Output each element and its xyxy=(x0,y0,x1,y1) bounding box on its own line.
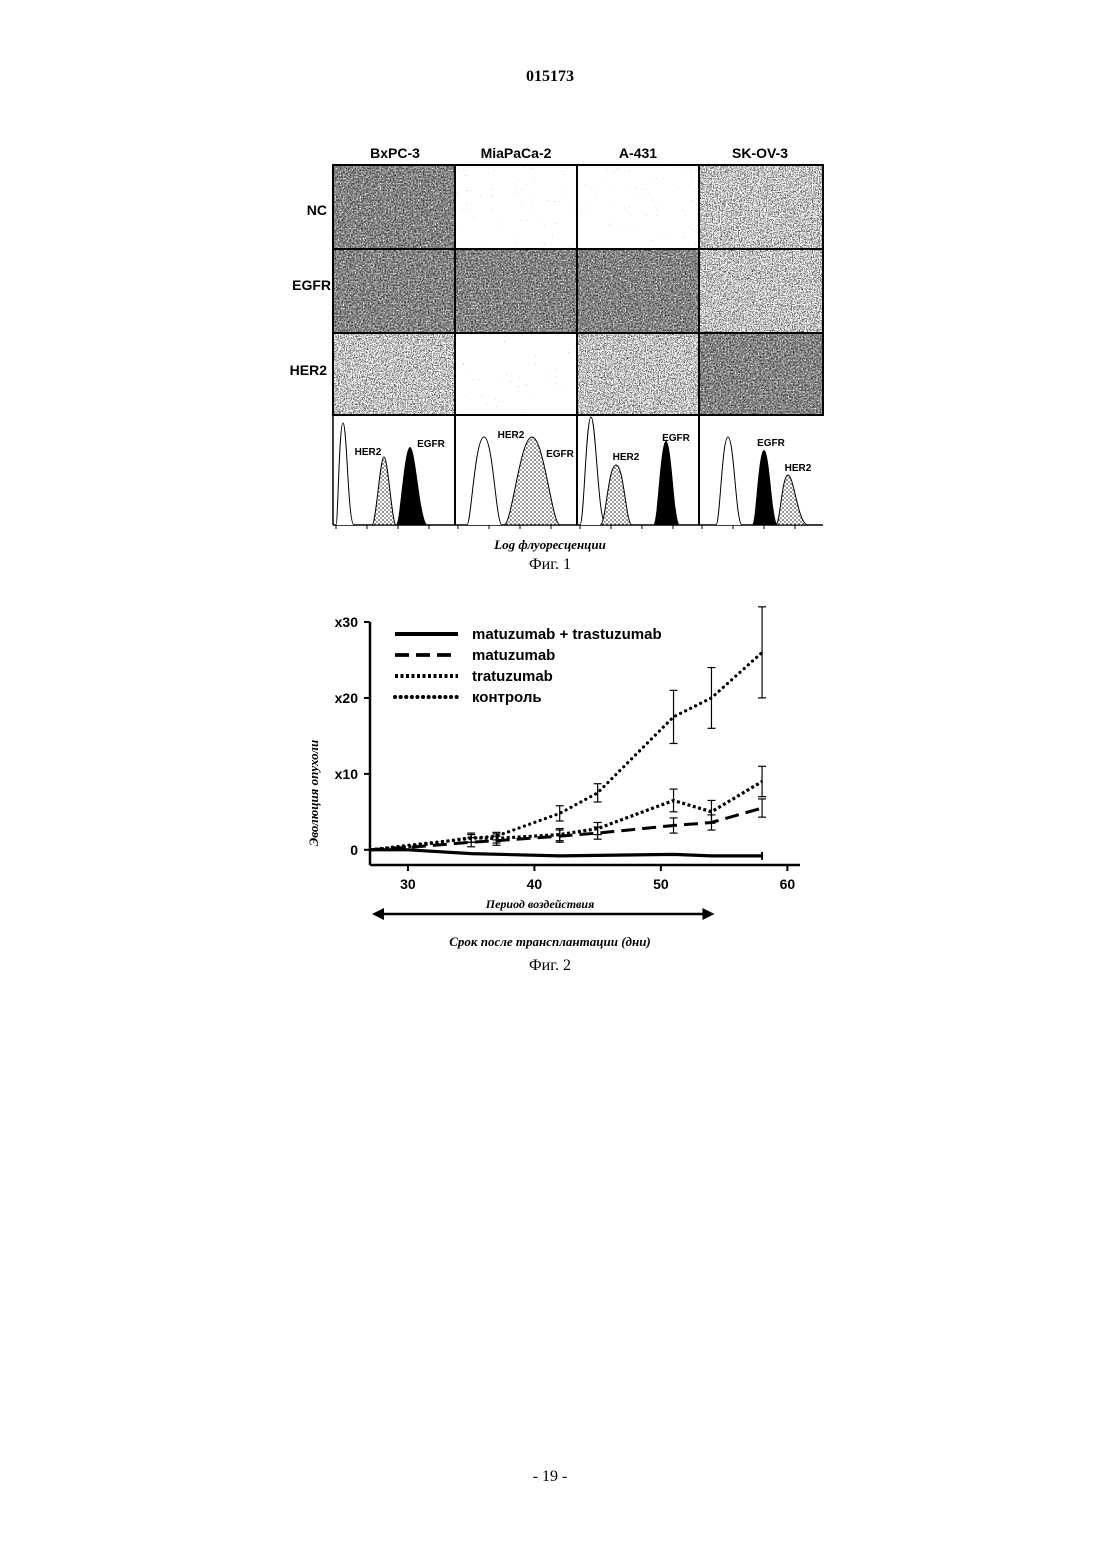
x-tick-label: 30 xyxy=(400,876,416,892)
chart-series xyxy=(370,607,766,860)
micrograph-nc-a431 xyxy=(577,165,699,249)
y-tick-label: x30 xyxy=(335,614,359,630)
row-header-her2: HER2 xyxy=(290,362,328,378)
chart-legend: matuzumab + trastuzumab matuzumab tratuzum… xyxy=(395,626,662,706)
hist-control-skov3 xyxy=(716,437,742,525)
micrograph-her2-skov3 xyxy=(699,333,823,415)
series-line-0 xyxy=(370,850,762,856)
y-axis-label: Эволюция опухоли xyxy=(306,740,321,846)
hist-control-miapaca2 xyxy=(467,437,502,525)
legend-label-3: контроль xyxy=(472,689,542,706)
series-line-1 xyxy=(370,808,762,850)
hist-control-a431 xyxy=(580,417,606,525)
figure-1-caption: Фиг. 1 xyxy=(0,556,1100,574)
arrowhead-right xyxy=(702,908,714,920)
chart-axes: 30 40 50 60 0 x10 x20 x30 xyxy=(335,614,800,920)
legend-label-2: tratuzumab xyxy=(472,668,553,685)
hist-label-egfr-skov3: EGFR xyxy=(757,438,786,449)
micrograph-nc-bxpc3 xyxy=(333,165,455,249)
hist-egfr-bxpc3 xyxy=(396,447,428,525)
hist-her2-a431 xyxy=(600,465,632,525)
col-header-a431: A-431 xyxy=(619,145,657,161)
figure-1-xlabel: Log флуоресценции xyxy=(0,537,1100,553)
hist-label-egfr-miapaca2: EGFR xyxy=(546,449,575,460)
hist-label-egfr-bxpc3: EGFR xyxy=(417,439,446,450)
legend-label-0: matuzumab + trastuzumab xyxy=(472,626,662,643)
micrograph-egfr-miapaca2 xyxy=(455,249,577,333)
micrograph-her2-bxpc3 xyxy=(333,333,455,415)
document-number: 015173 xyxy=(0,68,1100,86)
hist-label-egfr-a431: EGFR xyxy=(662,433,691,444)
x-axis-label: Срок после трансплантации (дни) xyxy=(449,934,651,949)
figure-2-chart: 30 40 50 60 0 x10 x20 x30 matuzumab + trastuzum… xyxy=(290,600,830,950)
micrograph-egfr-a431 xyxy=(577,249,699,333)
col-header-skov3: SK-OV-3 xyxy=(732,145,788,161)
micrograph-nc-skov3 xyxy=(699,165,823,249)
hist-her2-skov3 xyxy=(776,475,808,525)
micrograph-her2-miapaca2 xyxy=(455,333,577,415)
series-line-2 xyxy=(370,782,762,850)
hist-egfr-skov3 xyxy=(752,450,778,525)
micrograph-nc-miapaca2 xyxy=(455,165,577,249)
micrograph-her2-a431 xyxy=(577,333,699,415)
y-tick-label: x10 xyxy=(335,766,359,782)
hist-control-bxpc3 xyxy=(336,423,354,525)
col-header-bxpc3: BxPC-3 xyxy=(370,145,420,161)
x-tick-label: 60 xyxy=(780,876,796,892)
row-header-nc: NC xyxy=(307,202,327,218)
hist-label-her2-skov3: HER2 xyxy=(785,463,812,474)
micrograph-egfr-skov3 xyxy=(699,249,823,333)
hist-egfr-a431 xyxy=(653,441,680,525)
col-header-miapaca2: MiaPaCa-2 xyxy=(481,145,552,161)
page-footer: - 19 - xyxy=(0,1468,1100,1486)
hist-label-her2-bxpc3: HER2 xyxy=(355,447,382,458)
hist-her2-bxpc3 xyxy=(372,457,396,525)
series-line-3 xyxy=(370,652,762,849)
hist-label-her2-miapaca2: HER2 xyxy=(498,430,525,441)
y-tick-label: x20 xyxy=(335,690,359,706)
legend-label-1: matuzumab xyxy=(472,647,555,664)
figure-1: BxPC-3 MiaPaCa-2 A-431 SK-OV-3 NC EGFR H… xyxy=(270,135,830,535)
treatment-period-label: Период воздействия xyxy=(485,897,595,911)
row-header-egfr: EGFR xyxy=(292,277,331,293)
arrowhead-left xyxy=(372,908,384,920)
micrograph-egfr-bxpc3 xyxy=(333,249,455,333)
y-tick-label: 0 xyxy=(350,842,358,858)
x-tick-label: 50 xyxy=(653,876,669,892)
x-tick-label: 40 xyxy=(527,876,543,892)
figure-2-caption: Фиг. 2 xyxy=(0,957,1100,975)
hist-label-her2-a431: HER2 xyxy=(613,452,640,463)
